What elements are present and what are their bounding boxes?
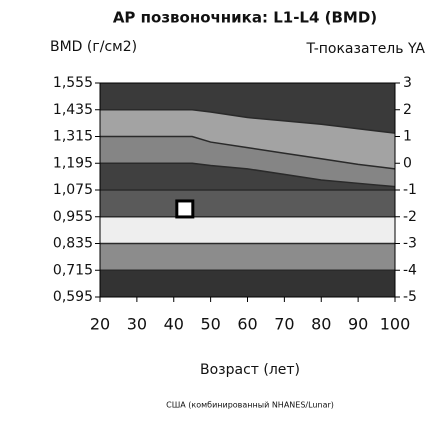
patient-point xyxy=(175,199,195,219)
y2-tick-label: -2 xyxy=(403,209,417,225)
y2-tick-label: 2 xyxy=(403,102,412,118)
x-tick-label: 100 xyxy=(380,315,411,334)
y2-tick-label: 0 xyxy=(403,155,412,171)
boundary-line xyxy=(100,109,396,134)
y2-axis-label: T-показатель YA xyxy=(305,41,425,57)
chart-title: AP позвоночника: L1-L4 (BMD) xyxy=(113,9,377,27)
y2-tick-label: -3 xyxy=(403,236,417,252)
x-axis-label: Возраст (лет) xyxy=(200,362,300,378)
band xyxy=(100,190,395,217)
y-axis-label: BMD (г/см2) xyxy=(50,39,137,55)
band xyxy=(100,216,395,244)
x-tick-label: 70 xyxy=(274,315,294,334)
x-tick-label: 50 xyxy=(200,315,220,334)
y-tick-label: 0,835 xyxy=(53,236,93,252)
y-tick-label: 1,315 xyxy=(53,129,93,145)
band xyxy=(100,270,395,297)
x-tick-label: 80 xyxy=(311,315,331,334)
y2-tick-label: 3 xyxy=(403,75,412,91)
y2-tick-label: -4 xyxy=(403,262,417,278)
y-tick-label: 1,435 xyxy=(53,102,93,118)
y2-tick-label: -5 xyxy=(403,289,417,305)
boundary-line xyxy=(100,135,396,170)
x-tick-label: 60 xyxy=(237,315,257,334)
band xyxy=(100,136,395,187)
x-tick-label: 90 xyxy=(348,315,368,334)
y-tick-label: 0,955 xyxy=(53,209,93,225)
band xyxy=(100,83,395,134)
boundary-line xyxy=(100,162,396,188)
band xyxy=(100,243,395,271)
band xyxy=(100,163,395,190)
x-tick-label: 20 xyxy=(90,315,110,334)
y-tick-label: 0,715 xyxy=(53,262,93,278)
x-tick-label: 30 xyxy=(127,315,147,334)
y-tick-label: 1,195 xyxy=(53,155,93,171)
y-tick-label: 1,555 xyxy=(53,75,93,91)
x-tick-label: 40 xyxy=(164,315,184,334)
y2-tick-label: -1 xyxy=(403,182,417,198)
y-tick-label: 0,595 xyxy=(53,289,93,305)
footnote: США (комбинированный NHANES/Lunar) xyxy=(166,401,334,410)
y2-tick-label: 1 xyxy=(403,129,412,145)
y-tick-label: 1,075 xyxy=(53,182,93,198)
